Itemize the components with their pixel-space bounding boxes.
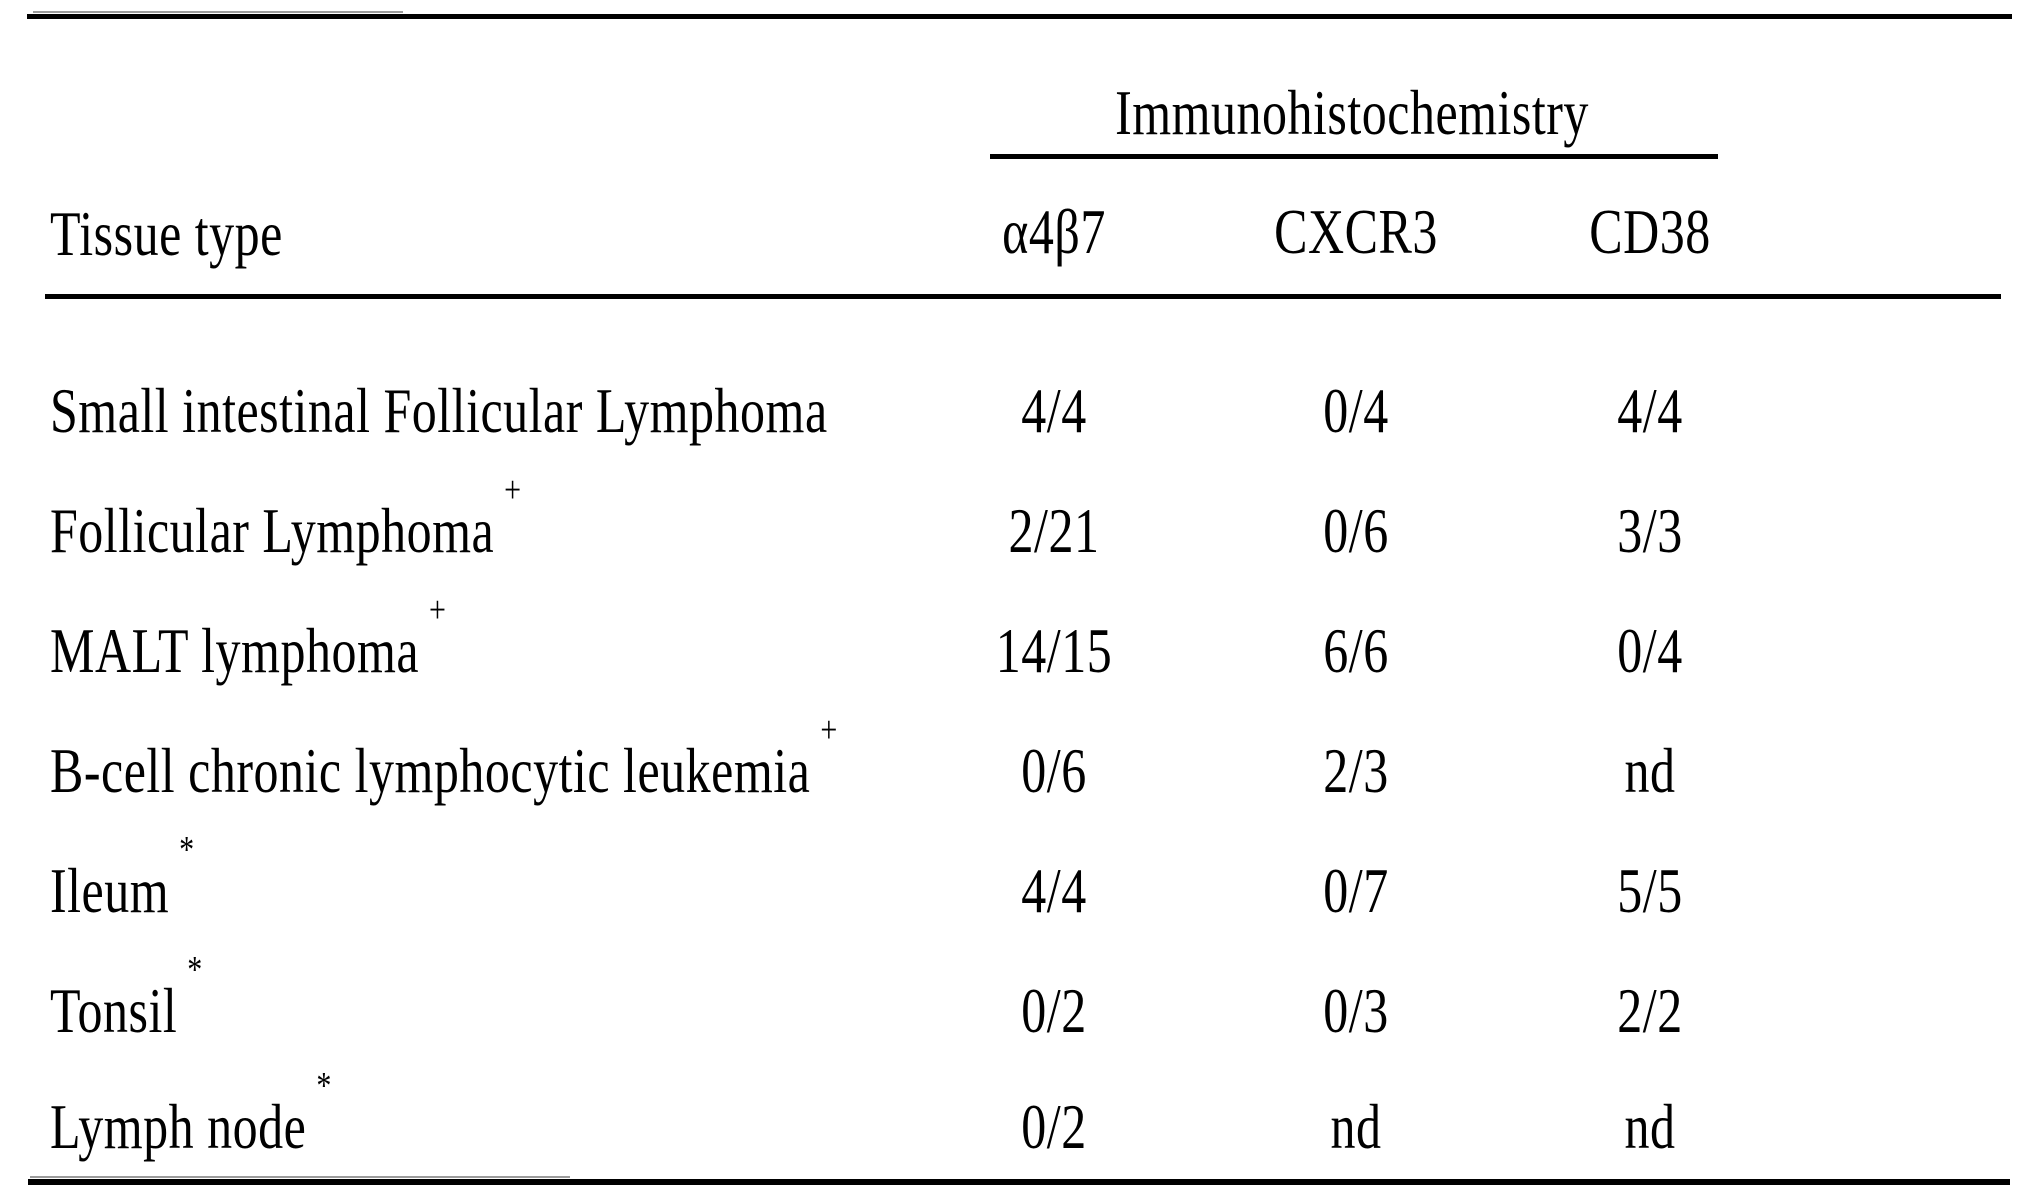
row-label-text: Tonsil [50,974,178,1046]
row-label: Lymph node* [50,1067,331,1158]
row-label-text: Follicular Lymphoma [50,494,495,566]
cell-a4b7: 4/4 [1021,854,1087,926]
bottom-rule [28,1179,2010,1185]
cell-cd38: 4/4 [1617,374,1683,446]
cell-cd38: nd [1624,1090,1676,1162]
group-header-immunohistochemistry: Immunohistochemistry [1115,76,1589,148]
cell-a4b7: 14/15 [995,614,1113,686]
cell-a4b7: 0/2 [1021,974,1087,1046]
cell-cxcr3: 0/4 [1323,374,1389,446]
row-label-superscript: * [179,829,195,872]
header-rule [45,294,2001,299]
cell-cxcr3: 0/3 [1323,974,1389,1046]
cell-cd38: 0/4 [1617,614,1683,686]
row-label: MALT lymphoma+ [50,591,446,682]
cell-cd38: 5/5 [1617,854,1683,926]
cell-a4b7: 2/21 [1008,494,1100,566]
cell-cxcr3: 6/6 [1323,614,1389,686]
bottom-rule-artifact [30,1176,570,1178]
row-label-text: MALT lymphoma [50,614,420,686]
cell-cd38: 2/2 [1617,974,1683,1046]
row-label-superscript: + [429,589,446,632]
column-header-cd38: CD38 [1589,195,1711,267]
immunohistochemistry-rule [990,154,1718,159]
cell-cd38: 3/3 [1617,494,1683,566]
row-label-superscript: * [187,949,203,992]
top-rule-artifact [33,11,403,13]
cell-a4b7: 0/2 [1021,1090,1087,1162]
cell-a4b7: 4/4 [1021,374,1087,446]
cell-cd38: nd [1624,734,1676,806]
cell-cxcr3: 0/6 [1323,494,1389,566]
cell-cxcr3: nd [1330,1090,1382,1162]
cell-cxcr3: 0/7 [1323,854,1389,926]
row-label-text: B-cell chronic lymphocytic leukemia [50,734,811,806]
column-header-cxcr3: CXCR3 [1274,195,1438,267]
row-label-text: Lymph node [50,1090,307,1162]
row-label: B-cell chronic lymphocytic leukemia+ [50,711,837,802]
top-rule [27,14,2012,19]
row-label: Ileum* [50,831,194,922]
cell-cxcr3: 2/3 [1323,734,1389,806]
cell-a4b7: 0/6 [1021,734,1087,806]
row-label-superscript: * [316,1065,332,1108]
row-label: Small intestinal Follicular Lymphoma [50,378,838,442]
row-label: Follicular Lymphoma+ [50,471,521,562]
row-label-superscript: + [820,709,838,752]
row-label-text: Small intestinal Follicular Lymphoma [50,374,828,446]
row-label-superscript: + [504,469,522,512]
row-label: Tonsil* [50,951,202,1042]
row-label-text: Ileum [50,854,170,926]
column-header-a4b7: α4β7 [1002,195,1106,267]
tissue-type-header: Tissue type [50,197,283,269]
